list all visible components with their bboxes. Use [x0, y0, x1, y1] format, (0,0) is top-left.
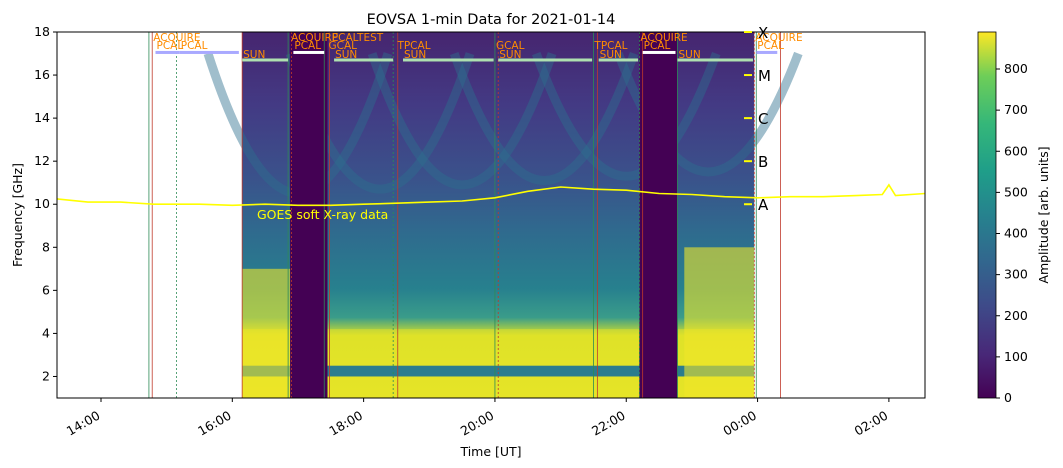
- scan-label: ACQUIRE: [153, 32, 200, 44]
- scan-label: TPCAL: [396, 40, 430, 52]
- class-label-a: A: [758, 196, 769, 214]
- scan-label: PCAL: [181, 40, 208, 52]
- scan-segment: [403, 58, 494, 62]
- x-tick-label: 02:00: [852, 408, 891, 439]
- scan-label: PCAL: [644, 40, 671, 52]
- scan-label: PCAL: [294, 40, 321, 52]
- y-tick-label: 12: [34, 153, 50, 168]
- x-tick-label: 18:00: [326, 408, 365, 439]
- scan-segment: [334, 58, 394, 62]
- scan-label: SUN: [243, 49, 265, 61]
- colorbar-tick-label: 700: [1004, 102, 1028, 117]
- spectral-arc: [532, 51, 721, 181]
- scan-segment: [598, 58, 639, 62]
- goes-class-levels: A B C M X: [744, 24, 771, 214]
- x-axis: 14:00 16:00 18:00 20:00 22:00 00:00 02:00: [64, 398, 891, 439]
- x-tick-label: 20:00: [458, 408, 497, 439]
- scan-lines: [148, 32, 781, 398]
- spectral-arc: [367, 52, 557, 190]
- class-label-m: M: [758, 67, 771, 85]
- colorbar-tick-label: 300: [1004, 267, 1028, 282]
- colorbar-tick-label: 500: [1004, 184, 1028, 199]
- gap-segment: [290, 32, 328, 398]
- scan-label: ACQUIRE: [640, 32, 687, 44]
- scan-label: SUN: [678, 49, 700, 61]
- y-tick-label: 6: [42, 282, 50, 297]
- scan-segment: [242, 58, 289, 62]
- chart-title: EOVSA 1-min Data for 2021-01-14: [367, 12, 616, 28]
- scan-segment: [179, 50, 239, 54]
- x-axis-label: Time [UT]: [459, 444, 521, 459]
- x-tick-label: 22:00: [589, 408, 628, 439]
- scan-label: GCAL: [496, 40, 525, 52]
- scan-segment: [293, 50, 325, 54]
- colorbar-tick-label: 800: [1004, 61, 1028, 76]
- scan-label: PCAL: [156, 40, 183, 52]
- scan-label: TPCAL: [593, 40, 627, 52]
- colorbar-tick-label: 600: [1004, 143, 1028, 158]
- scan-label: SUN: [499, 49, 521, 61]
- colorbar-gradient: [978, 32, 996, 398]
- class-label-b: B: [758, 153, 768, 171]
- colorbar-tick-label: 0: [1004, 390, 1012, 405]
- scan-segment: [498, 58, 593, 62]
- y-tick-label: 16: [34, 67, 50, 82]
- goes-label: GOES soft X-ray data: [257, 207, 388, 222]
- rfi-band: [242, 365, 755, 377]
- colorbar-tick-label: 100: [1004, 349, 1028, 364]
- y-axis: 2 4 6 8 10 12 14 16 18: [34, 24, 57, 383]
- bright-edge-left: [242, 268, 293, 398]
- goes-xray-line: [57, 183, 925, 207]
- y-tick-label: 4: [42, 325, 50, 340]
- x-tick-label: 16:00: [195, 408, 234, 439]
- colorbar: 0 100 200 300 400 500 600 700 800 Amplitude [arb…: [977, 31, 1051, 405]
- bright-edge-right: [684, 247, 755, 398]
- scan-label: PCAL: [757, 40, 784, 52]
- colorbar-tick-label: 200: [1004, 308, 1028, 323]
- scan-label: GCAL: [329, 40, 358, 52]
- colorbar-label: Amplitude [arb. units]: [1036, 146, 1051, 283]
- y-tick-label: 18: [34, 24, 50, 39]
- goes-curve: [57, 183, 925, 207]
- scan-label: ACQUIRE: [755, 32, 802, 44]
- x-tick-label: 00:00: [720, 408, 759, 439]
- y-tick-label: 8: [42, 239, 50, 254]
- y-tick-label: 10: [34, 196, 50, 211]
- scan-segment: [155, 50, 180, 54]
- scan-label: SUN: [600, 49, 622, 61]
- colorbar-ticks: 0 100 200 300 400 500 600 700 800: [996, 61, 1028, 405]
- x-tick-label: 14:00: [64, 408, 103, 439]
- y-axis-label: Frequency [GHz]: [10, 163, 25, 267]
- scan-label: ACQUIRE: [291, 32, 338, 44]
- scan-label: SUN: [335, 49, 357, 61]
- scan-label: PCALTEST: [332, 32, 384, 44]
- colorbar-frame: [977, 31, 997, 399]
- gap-segment: [639, 32, 678, 398]
- scan-segment: [756, 50, 778, 54]
- scan-label: SUN: [404, 49, 426, 61]
- spectral-arc: [449, 52, 639, 185]
- y-tick-label: 14: [34, 110, 50, 125]
- scan-segment: [677, 58, 753, 62]
- colorbar-tick-label: 400: [1004, 226, 1028, 241]
- class-label-x: X: [758, 24, 768, 42]
- plot-frame: [56, 31, 926, 399]
- scan-segment: [642, 50, 676, 54]
- y-tick-label: 2: [42, 368, 50, 383]
- class-label-c: C: [758, 110, 768, 128]
